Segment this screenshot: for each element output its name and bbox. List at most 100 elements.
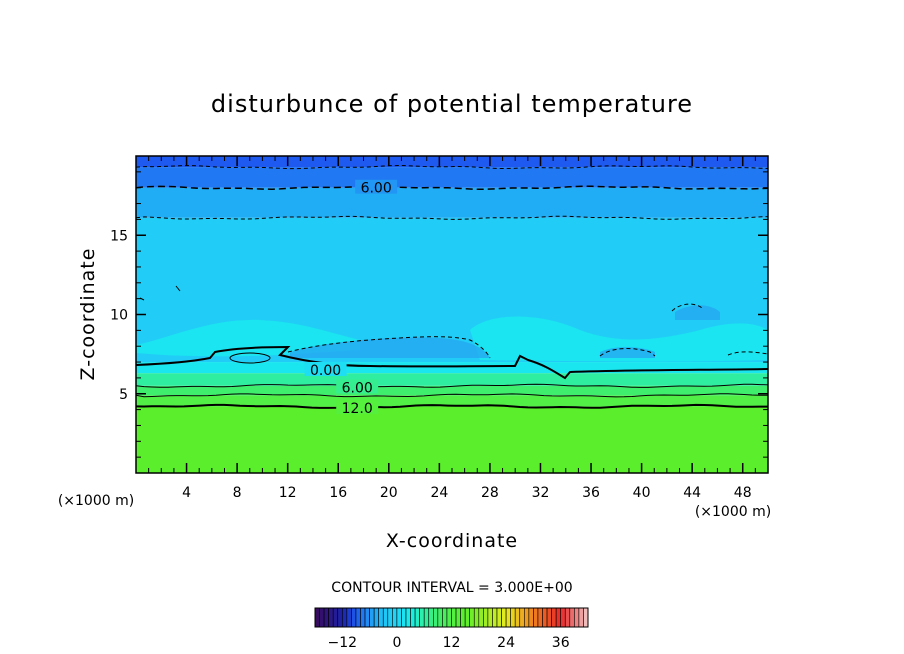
contour-neg-dashed (599, 348, 656, 357)
y-tick-label: 15 (110, 228, 128, 244)
colorbar-cell (492, 607, 498, 628)
colorbar-cell (423, 607, 430, 628)
colorbar-tick-label: 12 (443, 635, 461, 651)
contour-label-bg (336, 400, 379, 415)
field-band (136, 187, 768, 218)
colorbar-cell (410, 607, 416, 628)
colorbar-tick-label: 36 (552, 635, 570, 651)
x-tick-label: 40 (633, 485, 651, 501)
colorbar-cell (419, 607, 425, 628)
field-band (136, 362, 768, 374)
y-axis-label: Z-coordinate (77, 248, 99, 381)
colorbar-cell (578, 607, 584, 628)
colorbar-tick-label: −12 (328, 635, 358, 651)
x-tick-label: 36 (582, 485, 600, 501)
contour-pos-closed (229, 352, 271, 364)
field-patches (136, 305, 768, 362)
colorbar-cell (555, 607, 562, 628)
colorbar-cell (392, 607, 398, 628)
contour-neg-dashed (287, 336, 491, 359)
colorbar-cell (487, 607, 493, 628)
colorbar-cell (464, 607, 470, 628)
contour-label-bg (336, 379, 379, 394)
contour-label-bg (355, 179, 398, 194)
colorbar-cell (432, 607, 439, 628)
colorbar-cell (396, 607, 402, 628)
colorbar-cells (314, 607, 589, 628)
contour-lines (136, 164, 768, 409)
contour-details (136, 285, 768, 380)
cyan-patch (470, 316, 768, 362)
colorbar-cell (569, 607, 575, 628)
x-tick-label: 28 (481, 485, 499, 501)
contour-label: 6.00 (342, 380, 373, 396)
colorbar-cell (337, 607, 343, 628)
colorbar-cell (574, 607, 580, 628)
colorbar-cell (514, 607, 521, 628)
x-tick-labels: 4 8 12 16 20 24 28 32 36 40 44 48 (182, 485, 752, 501)
contour-label: 6.00 (361, 181, 392, 197)
colorbar-cell (387, 607, 393, 628)
contour-line (136, 383, 768, 388)
colorbar-cell (519, 607, 525, 628)
colorbar-cell (414, 607, 420, 628)
colorbar-cell (373, 607, 379, 628)
contour-0-line (136, 345, 768, 380)
colorbar-cell (446, 607, 452, 628)
x-tick-label: 4 (182, 485, 191, 501)
colorbar-cell (401, 607, 407, 628)
blue-patch (675, 305, 720, 320)
colorbar-cell (442, 607, 448, 628)
contour-line (136, 215, 768, 220)
y-tick-labels: 5 10 15 (110, 228, 128, 403)
colorbar-cell (505, 607, 511, 628)
y-tick-label: 10 (110, 308, 128, 324)
field-band (136, 395, 768, 407)
contour-neg-dashed (671, 303, 703, 312)
cyan-patch (136, 319, 360, 357)
field-band (136, 406, 768, 473)
colorbar-cell (364, 607, 370, 628)
colorbar-cell (323, 607, 329, 628)
colorbar-cell (564, 607, 571, 628)
x-unit-right: (×1000 m) (695, 504, 771, 520)
colorbar-cell (428, 607, 434, 628)
colorbar-cell (542, 607, 548, 628)
x-tick-label: 48 (734, 485, 752, 501)
colorbar-cell (510, 607, 516, 628)
colorbar-tick-label: 24 (497, 635, 515, 651)
contour-label: 12.0 (342, 401, 373, 417)
contour-line (136, 164, 768, 170)
colorbar-cell (523, 607, 530, 628)
colorbar-cell (328, 607, 334, 628)
colorbar-cell (460, 607, 466, 628)
field-band (136, 385, 768, 396)
colorbar-cell (351, 607, 357, 628)
colorbar-cell (451, 607, 457, 628)
colorbar-cell (405, 607, 411, 628)
colorbar-cell (360, 607, 366, 628)
x-tick-label: 24 (430, 485, 448, 501)
colorbar-cell (469, 607, 475, 628)
colorbar-cell (537, 607, 543, 628)
colorbar-cell (355, 607, 361, 628)
contour-label-bg (304, 361, 347, 376)
x-tick-label: 20 (380, 485, 398, 501)
field-band (136, 167, 768, 188)
colorbar-cell (483, 607, 489, 628)
y-tick-label: 5 (119, 387, 128, 403)
colorbar-cell (533, 607, 539, 628)
colorbar-cell (583, 607, 589, 628)
colorbar-cell (551, 607, 557, 628)
colorbar-cell (501, 607, 507, 628)
colorbar-cell (332, 607, 339, 628)
colorbar-cell (341, 607, 348, 628)
colorbar-cell (455, 607, 461, 628)
colorbar-tick-labels: −12 0 12 24 36 (328, 635, 570, 651)
contour-line (136, 403, 768, 409)
contour-line (136, 185, 768, 191)
colorbar-cell (382, 607, 389, 628)
contour-label: 0.00 (310, 363, 341, 379)
